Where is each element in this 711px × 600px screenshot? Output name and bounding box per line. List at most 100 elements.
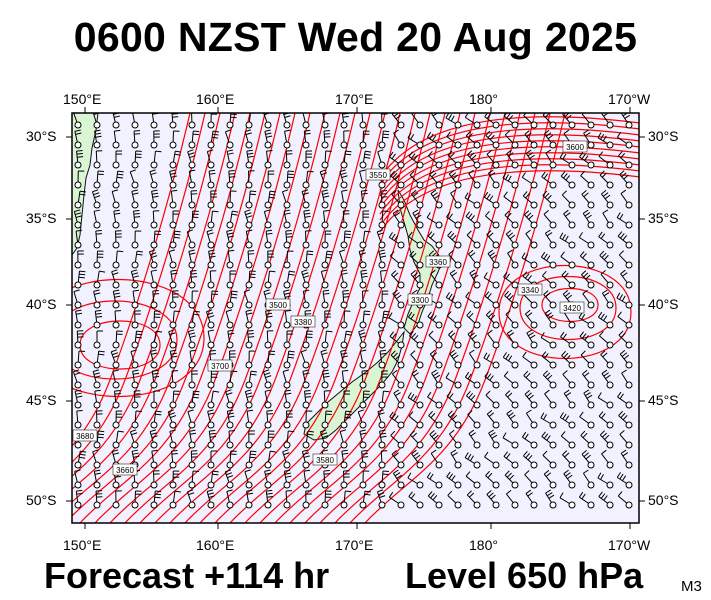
- wind-barb-icon: [486, 490, 500, 509]
- wind-barb-icon: [226, 409, 235, 429]
- wind-barb-icon: [148, 249, 158, 269]
- wind-barb-icon: [340, 330, 353, 349]
- wind-barb-icon: [282, 369, 291, 389]
- wind-barb-icon: [321, 230, 332, 249]
- wind-barb-icon: [390, 350, 405, 369]
- wind-barb-icon: [169, 290, 179, 309]
- wind-barb-icon: [150, 470, 160, 489]
- wind-barb-icon: [340, 113, 349, 129]
- wind-barb-icon: [226, 290, 238, 309]
- wind-barb-icon: [359, 429, 367, 449]
- wind-barb-icon: [168, 249, 177, 269]
- wind-barb-icon: [207, 113, 218, 129]
- wind-barb-icon: [187, 329, 196, 349]
- wind-barb-icon: [390, 170, 405, 189]
- wind-barb-icon: [426, 292, 443, 309]
- wind-barb-icon: [74, 469, 82, 489]
- contour-label: 3550: [369, 171, 387, 180]
- wind-barb-icon: [283, 469, 292, 489]
- wind-barb-icon: [467, 249, 481, 269]
- wind-barb-icon: [445, 372, 462, 389]
- wind-barb-icon: [244, 469, 253, 489]
- wind-barb-icon: [560, 171, 576, 189]
- contour-label-box: [207, 359, 233, 372]
- wind-barb-icon: [504, 470, 519, 489]
- wind-barb-icon: [542, 370, 557, 389]
- wind-barb-icon: [74, 129, 82, 149]
- wind-barb-icon: [408, 491, 424, 509]
- contour-arc-9: [379, 170, 639, 233]
- wind-barb-icon: [599, 170, 614, 189]
- wind-barb-icon: [389, 411, 405, 429]
- wind-barb-icon: [521, 431, 538, 449]
- wind-barb-icon: [505, 229, 519, 249]
- wind-barb-icon: [244, 209, 253, 229]
- top-lon-label-1: 160°E: [196, 91, 235, 107]
- south-island-land: [303, 330, 405, 441]
- wind-barb-icon: [446, 131, 462, 149]
- wind-barb-icon: [522, 191, 538, 209]
- wind-barb-icon: [93, 289, 101, 309]
- wind-barb-icon: [358, 249, 367, 269]
- wind-barb-icon: [427, 311, 443, 329]
- wind-barb-icon: [131, 490, 142, 509]
- wind-barb-icon: [407, 472, 424, 489]
- wind-barb-icon: [376, 489, 386, 509]
- wind-barb-icon: [245, 149, 254, 169]
- wind-barb-icon: [446, 211, 462, 229]
- wind-barb-icon: [319, 169, 329, 189]
- contour-line-25: [364, 113, 566, 523]
- wind-barb-icon: [302, 289, 310, 309]
- wind-barb-icon: [618, 150, 633, 169]
- wind-barb-icon: [446, 471, 462, 489]
- wind-barb-icon: [207, 249, 216, 269]
- wind-barb-icon: [169, 370, 179, 389]
- wind-barb-icon: [283, 230, 293, 249]
- contour-label-box: [559, 301, 585, 314]
- wind-barb-icon: [283, 309, 292, 329]
- wind-barb-icon: [320, 349, 329, 369]
- wind-barb-icon: [503, 371, 519, 389]
- wind-barb-icon: [465, 291, 481, 309]
- wind-barb-icon: [600, 189, 614, 209]
- wind-barb-icon: [302, 389, 312, 409]
- wind-barb-icon: [283, 170, 294, 189]
- wind-barb-icon: [448, 429, 462, 449]
- contour-label: 3580: [316, 456, 334, 465]
- wind-barb-icon: [597, 472, 614, 489]
- wind-barb-icon: [561, 190, 576, 209]
- wind-barb-icon: [264, 149, 273, 169]
- wind-barb-icon: [93, 469, 101, 489]
- wind-barb-icon: [74, 229, 83, 249]
- wind-barb-icon: [264, 350, 275, 369]
- wind-barb-icon: [620, 113, 633, 129]
- wind-barb-icon: [562, 450, 576, 469]
- wind-barb-icon: [582, 469, 595, 489]
- wind-barb-icon: [392, 289, 405, 309]
- contour-label: 3380: [294, 318, 312, 327]
- wind-barb-icon: [264, 250, 274, 269]
- wind-barb-icon: [391, 450, 405, 469]
- wind-barb-icon: [74, 309, 83, 329]
- wind-barb-icon: [226, 249, 235, 269]
- wind-barb-icon: [450, 449, 462, 469]
- wind-barb-icon: [150, 130, 160, 149]
- wind-barb-icon: [302, 150, 312, 169]
- wind-barb-icon: [187, 409, 196, 429]
- wind-barb-icon: [598, 151, 614, 169]
- wind-barb-icon: [449, 269, 462, 289]
- wind-barb-icon: [169, 210, 179, 229]
- wind-barb-icon: [92, 449, 101, 469]
- wind-barb-icon: [407, 392, 424, 409]
- map-frame: [71, 112, 640, 524]
- right-lat-label-4: 50°S: [648, 492, 679, 508]
- wind-barb-icon: [112, 410, 123, 429]
- wind-barb-icon: [466, 490, 481, 509]
- wind-barb-icon: [504, 290, 519, 309]
- wind-barb-icon: [487, 169, 500, 189]
- wind-barb-icon: [302, 250, 314, 269]
- wind-barb-icon: [410, 350, 424, 369]
- contour-line-5: [72, 113, 266, 517]
- wind-barb-icon: [206, 489, 215, 509]
